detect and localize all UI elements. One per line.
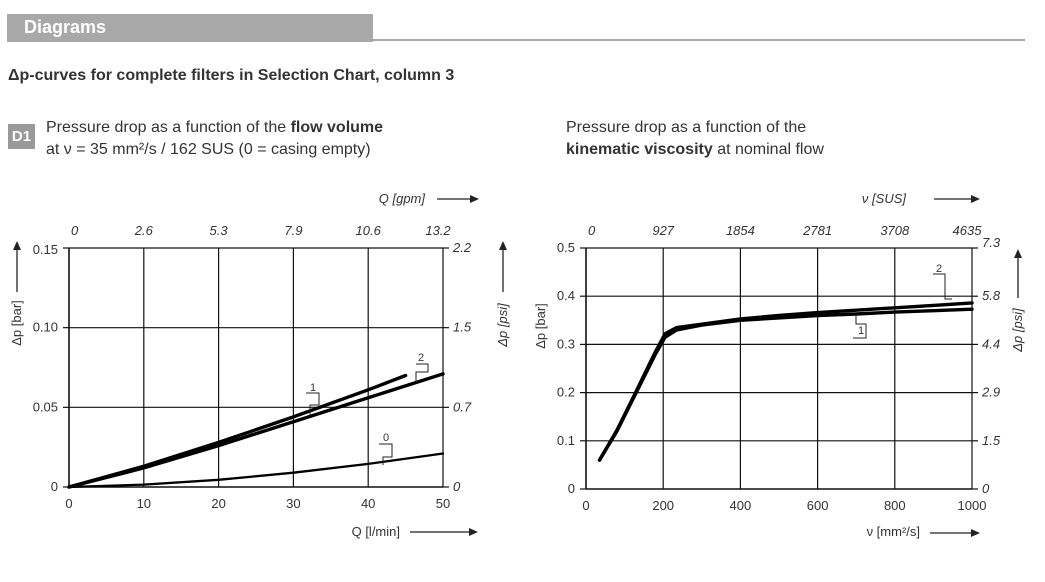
flow-series-2-leader — [415, 363, 429, 382]
visc-ytick-label: 0 — [568, 481, 575, 496]
visc-series-2-line — [597, 301, 974, 462]
visc-y2label: Δp [psi] — [1010, 308, 1025, 353]
visc-series-1-leader — [853, 316, 867, 339]
visc-xlabel: ν [mm²/s] — [867, 524, 920, 539]
visc-ytick-label: 0.2 — [557, 385, 575, 400]
right-caption-line1: Pressure drop as a function of the — [566, 119, 807, 136]
visc-xtick-label: 400 — [730, 498, 752, 513]
visc-y2tick-label: 4.4 — [982, 336, 1000, 351]
flow-x2tick-label: 5.3 — [210, 223, 229, 238]
visc-series-2-leader — [933, 273, 952, 300]
flow-ytick-label: 0.10 — [33, 320, 58, 335]
flow-xtick-label: 40 — [361, 496, 375, 511]
visc-xtick-label: 0 — [582, 498, 589, 513]
visc-x2tick-label: 3708 — [880, 223, 910, 238]
flow-series-1-line — [67, 373, 408, 489]
visc-ytick-label: 0.5 — [557, 240, 575, 255]
visc-x2tick-label: 0 — [588, 223, 596, 238]
visc-series-2-label: 2 — [936, 263, 942, 275]
flow-xtick-label: 30 — [286, 496, 300, 511]
left-caption-line1-b: flow volume — [290, 119, 384, 136]
flow-xtick-label: 0 — [65, 496, 72, 511]
flow-x2label: Q [gpm] — [379, 191, 426, 206]
visc-x2tick-label: 4635 — [953, 223, 983, 238]
flow-series-0-line — [67, 452, 445, 489]
flow-series-1-label: 1 — [310, 382, 316, 394]
visc-xtick-label: 600 — [807, 498, 829, 513]
flow-xtick-label: 10 — [137, 496, 151, 511]
flow-xtick-label: 20 — [211, 496, 225, 511]
visc-x2tick-label: 927 — [652, 223, 674, 238]
flow-ytick-label: 0 — [51, 479, 58, 494]
visc-y2label-arrow-head — [1014, 249, 1022, 258]
left-caption-line1-a: Pressure drop as a function of the — [46, 119, 291, 136]
visc-series-1-label: 1 — [858, 325, 864, 337]
left-caption-line2: at ν = 35 mm²/s / 162 SUS (0 = casing em… — [46, 141, 371, 158]
header-rule — [373, 39, 1025, 41]
flow-x2tick-label: 0 — [71, 223, 79, 238]
visc-x2label: ν [SUS] — [862, 191, 906, 206]
visc-xlabel-arrow-head — [971, 529, 980, 537]
visc-y2tick-label: 0 — [982, 481, 990, 496]
flow-ytick-label: 0.05 — [33, 399, 58, 414]
visc-y2tick-label: 7.3 — [982, 235, 1001, 250]
header-title: Diagrams — [24, 17, 107, 37]
visc-series-1-line — [597, 307, 974, 462]
flow-y2tick-label: 2.2 — [452, 240, 472, 255]
diagram-badge: D1 — [8, 124, 35, 149]
flow-ylabel-arrow-head — [13, 241, 21, 250]
flow-y2label: Δp [psi] — [495, 303, 510, 348]
visc-x2tick-label: 2781 — [802, 223, 832, 238]
flow-series-2-label: 2 — [418, 352, 424, 364]
flow-y2tick-label: 0 — [453, 479, 461, 494]
visc-y2tick-label: 1.5 — [982, 433, 1001, 448]
flow-x2label-arrow-head — [470, 195, 479, 203]
flow-series-0-leader — [379, 443, 393, 465]
flow-xtick-label: 50 — [436, 496, 450, 511]
section-title: Δp-curves for complete filters in Select… — [8, 67, 455, 84]
right-caption-line2-a: kinematic viscosity — [566, 141, 713, 158]
visc-xtick-label: 1000 — [958, 498, 987, 513]
visc-xtick-label: 200 — [652, 498, 674, 513]
flow-x2tick-label: 13.2 — [425, 223, 451, 238]
left-caption: Pressure drop as a function of the flow … — [46, 117, 383, 161]
flow-series-0-label: 0 — [383, 432, 389, 444]
flow-y2tick-label: 1.5 — [453, 320, 472, 335]
visc-xtick-label: 800 — [884, 498, 906, 513]
flow-x2tick-label: 2.6 — [134, 223, 154, 238]
right-caption: Pressure drop as a function of the kinem… — [566, 117, 824, 161]
visc-x2tick-label: 1854 — [726, 223, 755, 238]
flow-xlabel-arrow-head — [469, 528, 478, 536]
flow-y2tick-label: 0.7 — [453, 399, 472, 414]
flow-x2tick-label: 7.9 — [284, 223, 302, 238]
visc-ylabel: Δp [bar] — [533, 303, 548, 349]
flow-series-1-leader — [306, 392, 320, 415]
flow-xlabel: Q [l/min] — [352, 524, 400, 539]
flow-y2label-arrow-head — [499, 241, 507, 250]
visc-y2tick-label: 5.8 — [982, 288, 1001, 303]
right-caption-line2-b: at nominal flow — [712, 141, 824, 158]
flow-ylabel: Δp [bar] — [9, 300, 24, 346]
flow-ytick-label: 0.15 — [33, 242, 58, 257]
visc-ytick-label: 0.3 — [557, 336, 575, 351]
visc-x2label-arrow-head — [971, 195, 980, 203]
visc-y2tick-label: 2.9 — [981, 385, 1000, 400]
header-bar: Diagrams — [7, 14, 373, 42]
flow-series-2-line — [67, 372, 445, 489]
visc-ytick-label: 0.1 — [557, 433, 575, 448]
flow-x2tick-label: 10.6 — [356, 223, 382, 238]
visc-ytick-label: 0.4 — [557, 288, 575, 303]
